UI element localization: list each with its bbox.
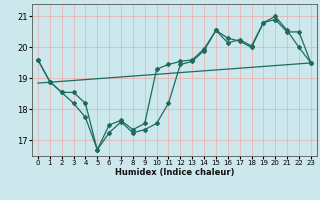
X-axis label: Humidex (Indice chaleur): Humidex (Indice chaleur): [115, 168, 234, 177]
